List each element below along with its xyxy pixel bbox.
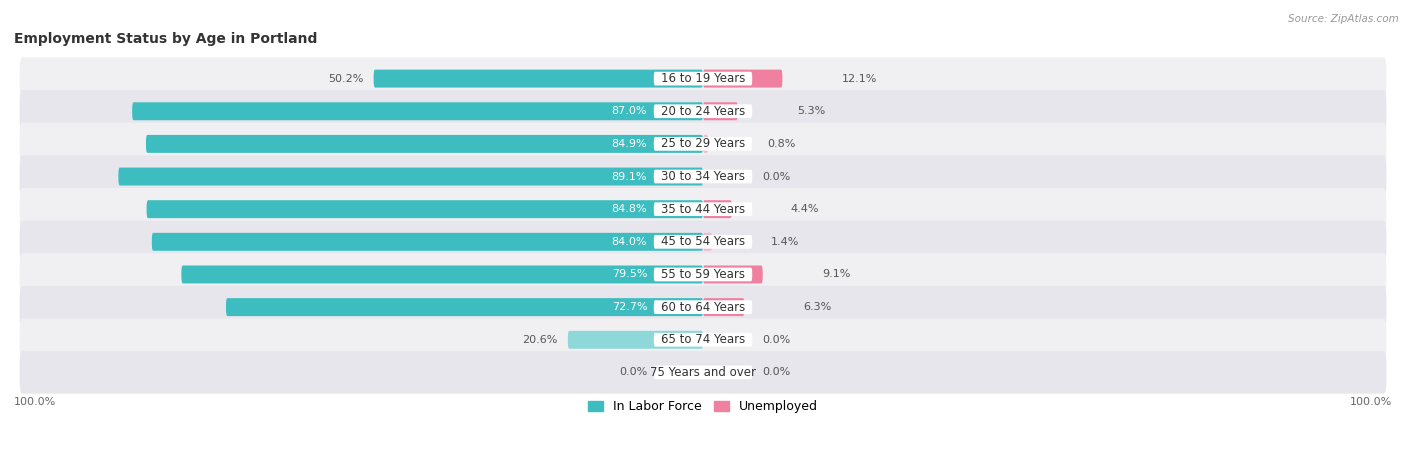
FancyBboxPatch shape — [568, 331, 703, 349]
FancyBboxPatch shape — [20, 155, 1386, 198]
Text: 20.6%: 20.6% — [523, 335, 558, 345]
Text: 35 to 44 Years: 35 to 44 Years — [661, 202, 745, 216]
Text: 9.1%: 9.1% — [821, 269, 851, 280]
FancyBboxPatch shape — [703, 233, 713, 251]
Text: 45 to 54 Years: 45 to 54 Years — [661, 235, 745, 249]
Text: 0.0%: 0.0% — [762, 171, 790, 182]
FancyBboxPatch shape — [132, 102, 703, 120]
Text: Employment Status by Age in Portland: Employment Status by Age in Portland — [14, 32, 318, 46]
FancyBboxPatch shape — [654, 333, 752, 347]
Text: Source: ZipAtlas.com: Source: ZipAtlas.com — [1288, 14, 1399, 23]
FancyBboxPatch shape — [654, 170, 752, 184]
Text: 0.0%: 0.0% — [762, 368, 790, 377]
Text: 1.4%: 1.4% — [772, 237, 800, 247]
Text: 50.2%: 50.2% — [329, 74, 364, 83]
FancyBboxPatch shape — [226, 298, 703, 316]
Text: 100.0%: 100.0% — [1350, 397, 1392, 407]
Legend: In Labor Force, Unemployed: In Labor Force, Unemployed — [583, 395, 823, 418]
FancyBboxPatch shape — [703, 200, 733, 218]
FancyBboxPatch shape — [20, 351, 1386, 394]
FancyBboxPatch shape — [20, 188, 1386, 230]
FancyBboxPatch shape — [703, 266, 762, 283]
Text: 0.0%: 0.0% — [619, 368, 647, 377]
Text: 84.9%: 84.9% — [612, 139, 647, 149]
FancyBboxPatch shape — [654, 202, 752, 216]
FancyBboxPatch shape — [20, 57, 1386, 100]
FancyBboxPatch shape — [654, 72, 752, 85]
Text: 6.3%: 6.3% — [803, 302, 831, 312]
Text: 79.5%: 79.5% — [612, 269, 647, 280]
Text: 5.3%: 5.3% — [797, 106, 825, 116]
Text: 30 to 34 Years: 30 to 34 Years — [661, 170, 745, 183]
Text: 4.4%: 4.4% — [792, 204, 820, 214]
FancyBboxPatch shape — [703, 135, 709, 153]
FancyBboxPatch shape — [654, 267, 752, 281]
Text: 25 to 29 Years: 25 to 29 Years — [661, 138, 745, 150]
FancyBboxPatch shape — [146, 135, 703, 153]
FancyBboxPatch shape — [654, 366, 752, 379]
FancyBboxPatch shape — [20, 253, 1386, 296]
Text: 0.0%: 0.0% — [762, 335, 790, 345]
Text: 72.7%: 72.7% — [612, 302, 647, 312]
Text: 75 Years and over: 75 Years and over — [650, 366, 756, 379]
FancyBboxPatch shape — [20, 123, 1386, 165]
FancyBboxPatch shape — [20, 286, 1386, 328]
Text: 60 to 64 Years: 60 to 64 Years — [661, 301, 745, 313]
FancyBboxPatch shape — [146, 200, 703, 218]
FancyBboxPatch shape — [654, 104, 752, 118]
Text: 12.1%: 12.1% — [841, 74, 877, 83]
Text: 20 to 24 Years: 20 to 24 Years — [661, 105, 745, 118]
Text: 87.0%: 87.0% — [612, 106, 647, 116]
FancyBboxPatch shape — [118, 168, 703, 185]
Text: 65 to 74 Years: 65 to 74 Years — [661, 333, 745, 346]
FancyBboxPatch shape — [20, 221, 1386, 263]
FancyBboxPatch shape — [654, 300, 752, 314]
Text: 16 to 19 Years: 16 to 19 Years — [661, 72, 745, 85]
FancyBboxPatch shape — [703, 69, 782, 87]
Text: 55 to 59 Years: 55 to 59 Years — [661, 268, 745, 281]
FancyBboxPatch shape — [181, 266, 703, 283]
Text: 84.0%: 84.0% — [612, 237, 647, 247]
FancyBboxPatch shape — [654, 235, 752, 249]
Text: 89.1%: 89.1% — [612, 171, 647, 182]
FancyBboxPatch shape — [20, 90, 1386, 133]
FancyBboxPatch shape — [152, 233, 703, 251]
FancyBboxPatch shape — [703, 102, 738, 120]
FancyBboxPatch shape — [20, 318, 1386, 361]
FancyBboxPatch shape — [654, 137, 752, 151]
Text: 84.8%: 84.8% — [612, 204, 647, 214]
FancyBboxPatch shape — [703, 298, 744, 316]
FancyBboxPatch shape — [374, 69, 703, 87]
Text: 0.8%: 0.8% — [768, 139, 796, 149]
Text: 100.0%: 100.0% — [14, 397, 56, 407]
